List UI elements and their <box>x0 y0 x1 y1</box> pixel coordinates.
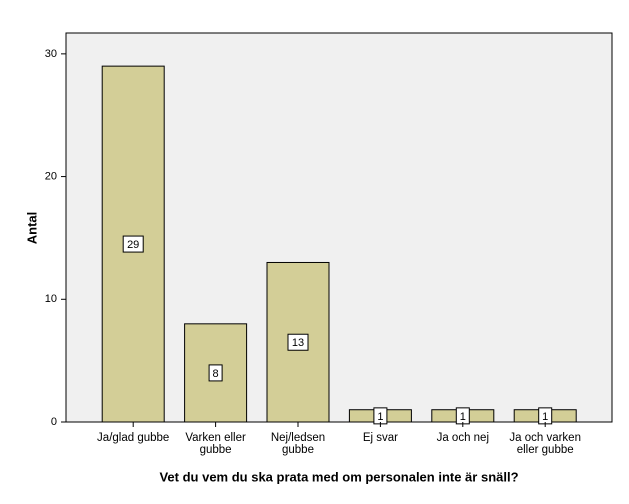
y-tick-label: 10 <box>45 293 57 305</box>
value-label: 1 <box>377 411 383 423</box>
value-label: 29 <box>127 239 139 251</box>
x-tick-label: Ej svar <box>362 432 398 444</box>
value-label-box <box>287 333 309 351</box>
x-tick-label: Nej/ledsen gubbe <box>270 432 326 456</box>
y-tick-label: 20 <box>45 170 57 182</box>
x-tick-label: Ja och varken eller gubbe <box>509 432 581 456</box>
value-label-box <box>208 364 223 382</box>
x-tick-label: Ja/glad gubbe <box>97 432 170 444</box>
y-tick-label: 0 <box>51 416 57 428</box>
value-label: 13 <box>292 337 304 349</box>
value-label-box <box>122 235 144 253</box>
x-tick-label: Ja och nej <box>436 432 490 444</box>
value-label: 8 <box>213 368 219 380</box>
value-label: 1 <box>460 411 466 423</box>
y-tick-label: 30 <box>45 48 57 60</box>
y-axis-label: Antal <box>24 212 39 245</box>
value-label: 1 <box>542 411 548 423</box>
x-axis-label: Vet du vem du ska prata med om personale… <box>159 469 518 484</box>
x-tick-label: Varken eller gubbe <box>185 432 246 456</box>
